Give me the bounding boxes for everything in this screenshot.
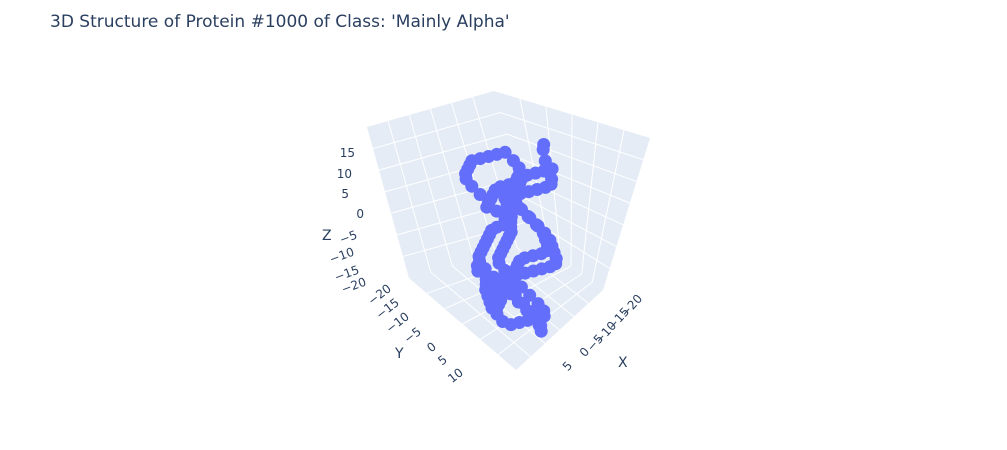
data-point [465, 179, 479, 193]
data-point [538, 180, 552, 194]
grid-line-x-floor [495, 253, 575, 318]
data-point [485, 301, 499, 315]
data-point [545, 162, 559, 176]
grid-line-x-wall [581, 122, 599, 275]
x-axis-title: X [618, 355, 628, 371]
data-point [503, 287, 517, 301]
data-point [534, 247, 548, 261]
grid-line-x-wall [570, 114, 573, 267]
grid-line-y-wall [408, 114, 453, 267]
data-point [520, 303, 534, 317]
data-point [515, 203, 528, 216]
data-point [490, 204, 504, 218]
x-tick-label: 5 [560, 359, 576, 374]
data-point [473, 188, 487, 201]
grid-line-y-wall [387, 120, 432, 273]
data-point [487, 270, 500, 284]
y-tick-label: 5 [435, 352, 450, 368]
data-point [495, 278, 509, 292]
data-point [504, 215, 518, 229]
data-point [498, 145, 512, 159]
grid-line-y-wall [430, 108, 475, 261]
z-tick-label: −10 [327, 245, 356, 267]
grid-line-x-floor [430, 271, 531, 358]
z-tick-label: 10 [337, 167, 352, 181]
z-tick-label: 15 [340, 146, 355, 160]
back-right-pane [494, 91, 650, 290]
data-point [511, 295, 525, 309]
grid-line-x-wall [591, 130, 625, 283]
z-axis-title: Z [322, 228, 332, 244]
chart-title: 3D Structure of Protein #1000 of Class: … [50, 12, 510, 32]
data-point [536, 143, 550, 157]
y-tick-label: −5 [401, 324, 424, 346]
data-point [528, 312, 542, 326]
z-tick-label: −5 [338, 228, 359, 247]
data-point [523, 211, 537, 225]
z-tick-label: 0 [356, 207, 364, 221]
y-tick-label: 0 [424, 339, 439, 355]
y-tick-label: 10 [445, 365, 466, 385]
floor-pane [409, 242, 603, 370]
z-tick-label: 5 [341, 187, 349, 201]
y-axis-title: Y [394, 346, 404, 362]
data-point [506, 154, 520, 168]
data-point [543, 260, 557, 274]
